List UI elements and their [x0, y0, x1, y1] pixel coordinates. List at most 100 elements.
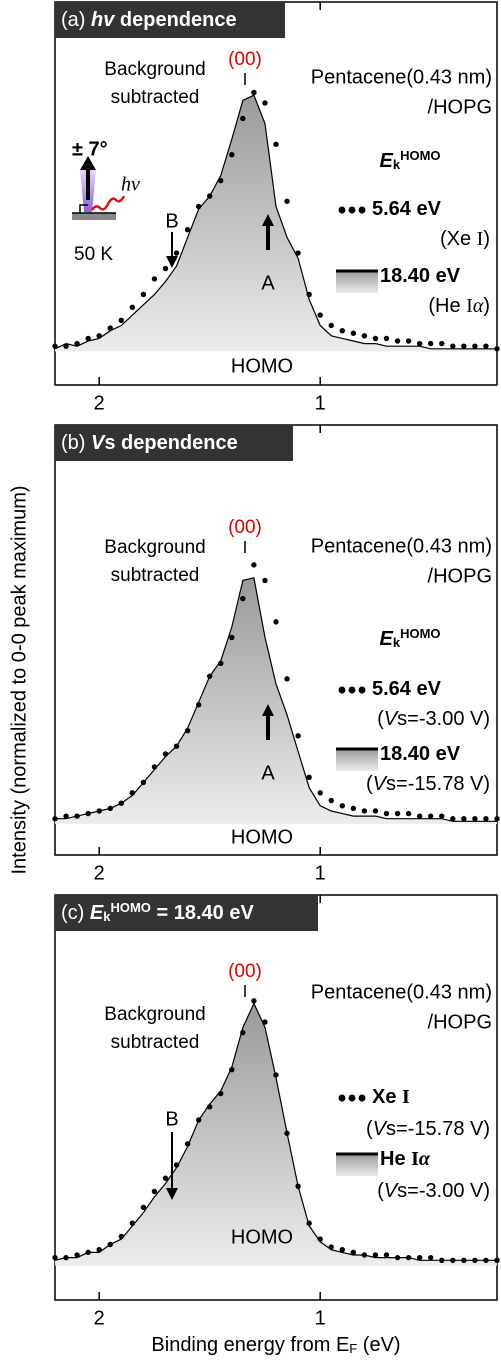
data-dot [273, 1072, 279, 1078]
data-dot [439, 340, 445, 347]
legend-note-part: V [373, 1118, 388, 1140]
data-dot [284, 1130, 290, 1136]
data-dot [317, 312, 323, 318]
data-dot [85, 335, 91, 342]
arrow-label: A [261, 762, 275, 784]
panel-title-part: s dependence [104, 432, 237, 454]
data-dot [405, 810, 412, 817]
arrow-label: B [165, 1108, 178, 1130]
data-dot [295, 250, 301, 256]
data-dot [361, 808, 368, 814]
data-dot [251, 89, 257, 96]
data-dot [129, 790, 136, 796]
data-dot [306, 291, 312, 298]
data-dot [162, 751, 169, 757]
data-dot [361, 1252, 368, 1258]
data-dot [140, 779, 147, 786]
legend-note-part: s=-3.00 V) [397, 708, 490, 730]
data-dot [195, 1117, 202, 1123]
legend-swatch [336, 1154, 378, 1176]
legend-entry-part: α [419, 1148, 431, 1170]
legend-note-part: ) [483, 228, 490, 250]
data-dot [372, 335, 379, 342]
data-dot [262, 100, 268, 106]
data-dot [472, 816, 478, 822]
data-dot [129, 304, 136, 311]
data-dot [262, 577, 268, 584]
legend-title: EkHOMO [379, 626, 440, 651]
panel-title-part: = 18.40 eV [151, 902, 255, 924]
data-dot [439, 1257, 445, 1263]
legend-entry-part: 5.64 eV [372, 198, 442, 220]
data-dot [383, 335, 390, 342]
data-dot [383, 1252, 390, 1258]
data-dot [229, 634, 235, 641]
legend-entry-part: 5.64 eV [372, 678, 442, 700]
sample-label: /HOPG [428, 96, 492, 118]
arrow-head [166, 256, 178, 268]
spectrum-line [54, 94, 497, 350]
legend-entry: 18.40 eV [380, 743, 461, 765]
panel-title: (c) EkHOMO = 18.40 eV [61, 900, 254, 925]
data-dot [74, 1252, 80, 1258]
x-tick-label: 2 [94, 1307, 105, 1329]
data-dot [74, 813, 80, 819]
data-dot [494, 346, 500, 352]
legend-title-part: k [393, 157, 401, 172]
data-dot [461, 343, 467, 349]
spectrum-line [55, 577, 497, 822]
data-dot [295, 733, 301, 739]
legend-title-part: HOMO [400, 626, 440, 641]
data-dot [240, 595, 246, 602]
legend-title-part: E [379, 628, 393, 650]
arrow-label: B [165, 210, 178, 232]
peak-label: (00) [228, 961, 262, 982]
data-dot [118, 317, 125, 324]
title-box [55, 425, 293, 461]
data-dot [317, 790, 323, 796]
data-dot [284, 198, 290, 204]
legend-note-part: s=-15.78 V) [386, 1118, 490, 1140]
legend-note-part: s=-15.78 V) [386, 773, 490, 795]
data-dot [273, 141, 279, 148]
legend-entry-part: 18.40 eV [380, 265, 461, 287]
data-dot [262, 1019, 268, 1025]
band-label: HOMO [231, 826, 293, 848]
title-box [55, 895, 318, 931]
data-dot [461, 1257, 467, 1263]
arrow-head [166, 1188, 178, 1200]
data-dot [328, 797, 334, 804]
data-dot [416, 813, 423, 819]
data-dot [52, 816, 58, 822]
data-dot [140, 291, 147, 298]
x-tick-label: 2 [94, 392, 105, 414]
data-dot [85, 810, 91, 817]
data-dot [151, 1188, 158, 1195]
data-dot [195, 203, 202, 210]
legend-title-part: HOMO [400, 148, 440, 163]
data-dot [218, 660, 224, 667]
data-dot [339, 803, 345, 809]
data-dot [339, 327, 345, 334]
data-dot [151, 764, 158, 770]
data-dot [240, 115, 246, 122]
legend-note: (He Iα) [428, 295, 490, 318]
data-dot [394, 338, 401, 344]
sample-label: /HOPG [428, 1011, 492, 1033]
note: subtracted [111, 1032, 200, 1053]
data-dot [472, 343, 478, 349]
inset-angle: ± 7° [72, 138, 108, 160]
legend-dot [348, 686, 356, 694]
legend-entry: He Iα [380, 1148, 431, 1171]
arrow-head [262, 704, 274, 716]
shaded-area [55, 577, 497, 824]
legend-entry-part: He [380, 1148, 411, 1170]
data-dot [240, 1029, 246, 1036]
data-dot [416, 1254, 423, 1261]
data-dot [63, 343, 69, 349]
legend-entry: 18.40 eV [380, 265, 461, 287]
legend-dot [338, 686, 346, 694]
data-dot [184, 227, 191, 233]
panel-title: (b) Vs dependence [61, 432, 238, 454]
data-dot [494, 816, 500, 822]
